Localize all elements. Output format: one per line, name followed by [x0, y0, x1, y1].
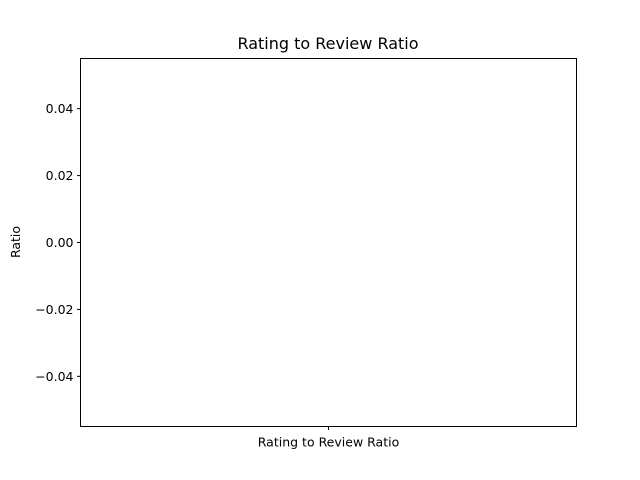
y-tick-label: −0.04 — [35, 369, 73, 384]
y-axis-label: Ratio — [8, 226, 23, 258]
chart-title: Rating to Review Ratio — [237, 34, 418, 53]
y-tick-label: −0.02 — [35, 302, 73, 317]
y-tick-label: 0.00 — [46, 235, 74, 250]
plot-area: −0.04 −0.02 0.00 0.02 0.04 Rating to Review R… — [35, 101, 399, 449]
y-tick-label: 0.02 — [46, 168, 74, 183]
x-tick-label: Rating to Review Ratio — [258, 435, 399, 450]
y-tick-label: 0.04 — [46, 101, 74, 116]
plot-frame — [80, 58, 577, 427]
